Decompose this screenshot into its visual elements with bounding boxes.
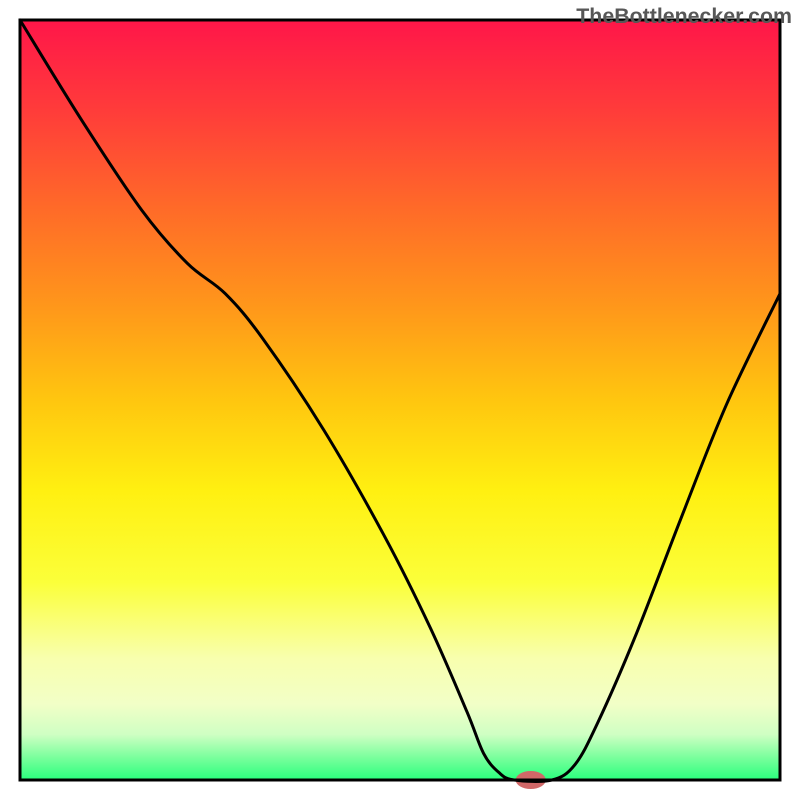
plot-background (20, 20, 780, 780)
bottleneck-chart (0, 0, 800, 800)
watermark-text: TheBottlenecker.com (576, 4, 792, 29)
